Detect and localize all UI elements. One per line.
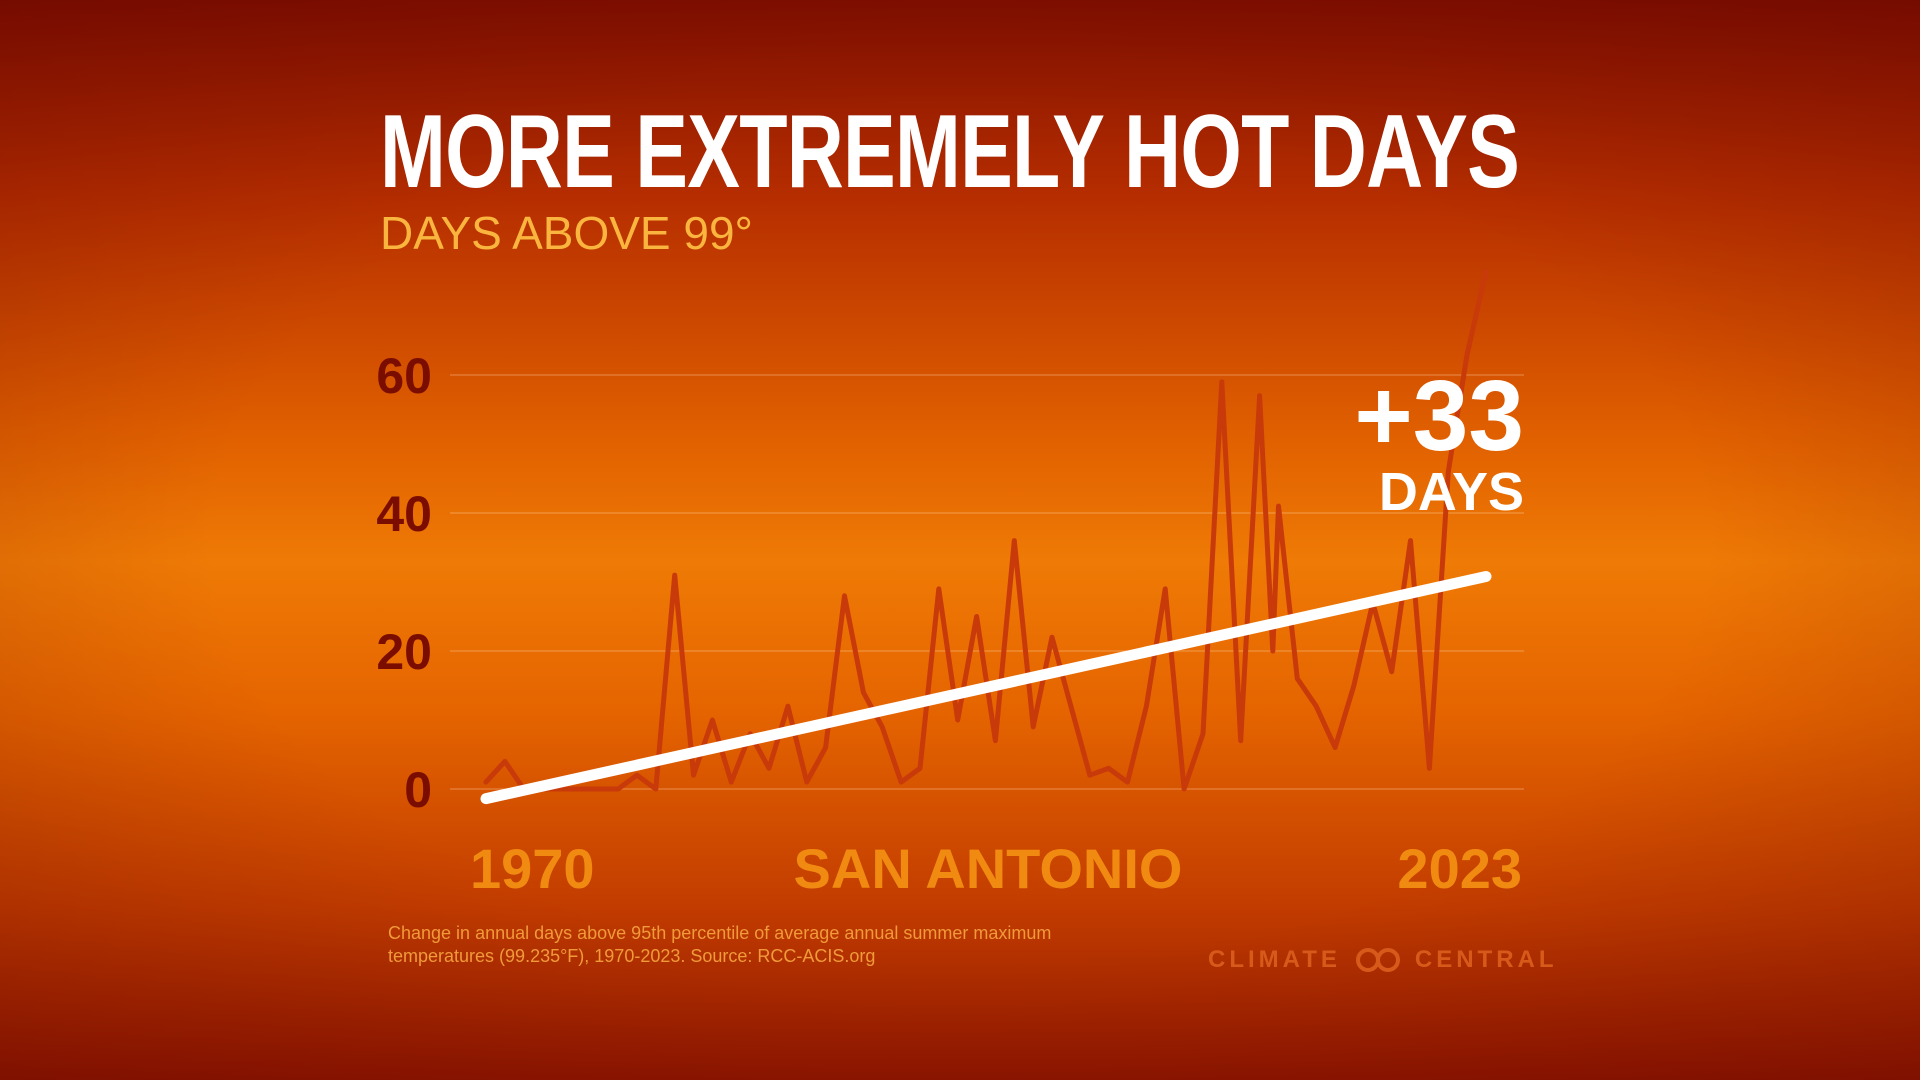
y-tick-label-60: 60 [376, 348, 432, 404]
trend-line [480, 570, 1492, 805]
change-callout-unit: DAYS [1379, 462, 1524, 522]
chart-title: MORE EXTREMELY HOT DAYS [380, 94, 1520, 210]
logo-word-right: CENTRAL [1414, 946, 1558, 973]
y-tick-label-20: 20 [376, 624, 432, 680]
logo-rings-icon [1355, 948, 1400, 972]
y-tick-label-40: 40 [376, 486, 432, 542]
series-layer [483, 269, 1489, 792]
annual-days-series-line [483, 269, 1489, 792]
logo-word-left: CLIMATE [1208, 946, 1341, 973]
location-label: SAN ANTONIO [794, 837, 1183, 900]
x-end-label: 2023 [1397, 837, 1522, 900]
y-axis-ticks: 0 20 40 60 [376, 348, 432, 818]
change-callout-value: +33 [1354, 360, 1524, 472]
gridlines [450, 374, 1524, 790]
methodology-note: Change in annual days above 95th percent… [388, 923, 1052, 966]
chart-subtitle: DAYS ABOVE 99° [380, 207, 753, 259]
climate-central-logo: CLIMATE CENTRAL [1208, 946, 1558, 974]
y-tick-label-0: 0 [404, 762, 432, 818]
trend-layer [480, 570, 1492, 805]
x-start-label: 1970 [470, 837, 595, 900]
